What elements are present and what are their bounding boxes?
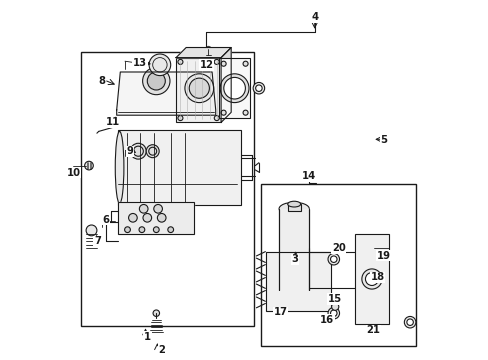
Circle shape — [404, 316, 415, 328]
Polygon shape — [176, 48, 231, 58]
Text: 20: 20 — [331, 243, 345, 253]
Bar — [287, 204, 300, 211]
Circle shape — [84, 161, 93, 170]
Text: 1: 1 — [143, 332, 151, 342]
Circle shape — [330, 256, 336, 262]
Circle shape — [205, 46, 211, 52]
Polygon shape — [355, 234, 387, 324]
Text: 18: 18 — [370, 272, 384, 282]
Circle shape — [139, 204, 148, 213]
Circle shape — [157, 213, 166, 222]
Circle shape — [184, 74, 213, 103]
Bar — [118, 130, 241, 205]
Bar — [176, 58, 221, 122]
Circle shape — [128, 213, 137, 222]
Text: 10: 10 — [66, 168, 81, 178]
Bar — [81, 52, 253, 326]
Circle shape — [221, 110, 225, 115]
Circle shape — [243, 110, 247, 115]
Circle shape — [167, 227, 173, 233]
Ellipse shape — [279, 202, 309, 215]
Circle shape — [130, 143, 146, 159]
Bar — [118, 202, 194, 234]
Ellipse shape — [279, 283, 309, 296]
Circle shape — [146, 145, 159, 158]
Text: 16: 16 — [320, 315, 334, 325]
Circle shape — [142, 67, 170, 95]
Text: 21: 21 — [366, 325, 380, 336]
Circle shape — [178, 116, 183, 121]
Text: 5: 5 — [380, 135, 387, 145]
Circle shape — [365, 273, 378, 285]
Circle shape — [331, 303, 338, 310]
Text: 7: 7 — [94, 236, 101, 246]
Bar — [355, 234, 387, 324]
Circle shape — [153, 204, 162, 213]
Circle shape — [330, 310, 336, 316]
Circle shape — [189, 78, 209, 98]
Circle shape — [214, 59, 219, 64]
Circle shape — [243, 61, 247, 66]
Text: 8: 8 — [99, 76, 105, 86]
Text: 15: 15 — [327, 294, 341, 304]
Circle shape — [224, 77, 245, 99]
Text: 19: 19 — [376, 251, 390, 261]
Circle shape — [406, 319, 412, 325]
Circle shape — [149, 54, 170, 76]
Circle shape — [153, 227, 159, 233]
Circle shape — [86, 225, 97, 236]
Polygon shape — [118, 202, 194, 234]
Circle shape — [220, 74, 248, 103]
Circle shape — [361, 269, 381, 289]
Circle shape — [153, 310, 159, 316]
Bar — [265, 252, 330, 311]
Polygon shape — [117, 72, 215, 115]
Circle shape — [327, 253, 339, 265]
Circle shape — [147, 72, 165, 90]
Bar — [260, 184, 415, 346]
Ellipse shape — [115, 131, 123, 203]
Circle shape — [142, 213, 151, 222]
Text: 3: 3 — [291, 254, 298, 264]
Polygon shape — [265, 252, 330, 311]
Polygon shape — [118, 130, 241, 205]
Polygon shape — [221, 48, 231, 122]
Polygon shape — [279, 209, 309, 290]
Text: 2: 2 — [158, 345, 165, 355]
Circle shape — [139, 227, 144, 233]
Text: 4: 4 — [310, 12, 318, 22]
Circle shape — [221, 61, 225, 66]
Circle shape — [327, 307, 339, 319]
Text: 13: 13 — [133, 58, 147, 68]
Circle shape — [214, 116, 219, 121]
Bar — [219, 58, 249, 118]
Circle shape — [255, 85, 262, 91]
Text: 11: 11 — [106, 117, 120, 127]
Text: 17: 17 — [273, 307, 287, 318]
Ellipse shape — [287, 201, 300, 207]
Circle shape — [124, 227, 130, 233]
Circle shape — [178, 59, 183, 64]
Circle shape — [253, 82, 264, 94]
Text: 9: 9 — [126, 146, 133, 156]
Text: 14: 14 — [302, 171, 316, 181]
Text: 6: 6 — [102, 215, 109, 225]
Text: 12: 12 — [199, 60, 213, 70]
